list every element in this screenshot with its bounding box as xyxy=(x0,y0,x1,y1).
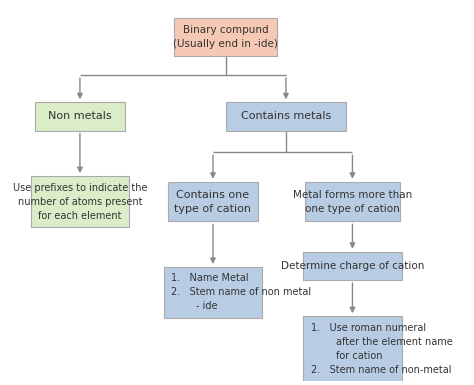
FancyBboxPatch shape xyxy=(168,182,258,221)
FancyBboxPatch shape xyxy=(35,102,125,131)
Text: 1.   Name Metal
2.   Stem name of non metal
        - ide: 1. Name Metal 2. Stem name of non metal … xyxy=(171,273,311,311)
FancyBboxPatch shape xyxy=(305,182,400,221)
FancyBboxPatch shape xyxy=(303,316,402,382)
Text: Contains one
type of cation: Contains one type of cation xyxy=(174,189,252,214)
FancyBboxPatch shape xyxy=(164,267,262,318)
Text: Contains metals: Contains metals xyxy=(241,111,331,121)
FancyBboxPatch shape xyxy=(30,176,129,227)
FancyBboxPatch shape xyxy=(226,102,346,131)
FancyBboxPatch shape xyxy=(303,252,402,280)
Text: Metal forms more than
one type of cation: Metal forms more than one type of cation xyxy=(293,189,412,214)
Text: Binary compund
(Usually end in -ide): Binary compund (Usually end in -ide) xyxy=(173,25,278,49)
Text: 1.   Use roman numeral
        after the element name
        for cation
2.   St: 1. Use roman numeral after the element n… xyxy=(311,323,453,375)
Text: Determine charge of cation: Determine charge of cation xyxy=(281,261,424,271)
Text: Non metals: Non metals xyxy=(48,111,112,121)
FancyBboxPatch shape xyxy=(174,18,277,56)
Text: Use prefixes to indicate the
number of atoms present
for each element: Use prefixes to indicate the number of a… xyxy=(13,182,147,221)
